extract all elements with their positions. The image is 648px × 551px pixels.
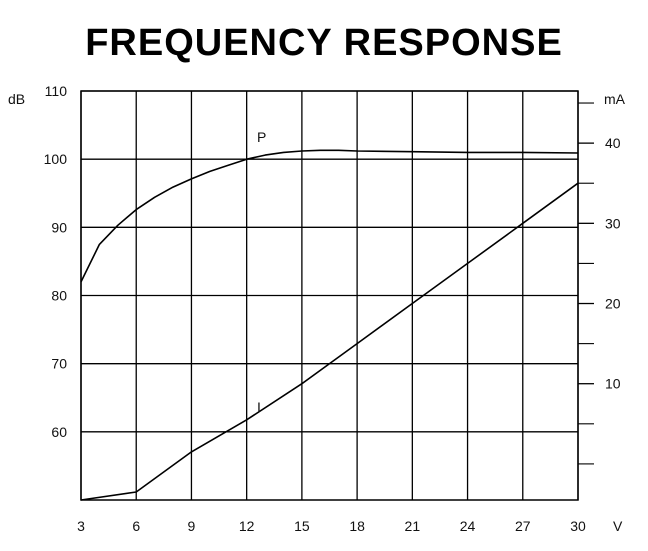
left-axis-ticks: 60 70 80 90 100 110 — [44, 83, 68, 440]
plot-frame — [80, 90, 579, 501]
x-tick-label-15: 15 — [294, 518, 310, 534]
x-axis-ticks: 3 6 9 12 15 18 21 24 27 30 — [77, 518, 586, 534]
series-line-i — [80, 182, 579, 501]
x-tick-label-6: 6 — [132, 518, 140, 534]
x-tick-label-24: 24 — [460, 518, 476, 534]
series-lines — [80, 149, 579, 501]
right-unit-label: mA — [604, 91, 626, 107]
left-tick-label-70: 70 — [51, 356, 67, 372]
right-axis-ticks: 10 20 30 40 — [578, 135, 621, 392]
right-tick-label-30: 30 — [605, 215, 621, 231]
left-tick-label-90: 90 — [51, 219, 67, 235]
series-label-i: I — [257, 399, 261, 415]
left-tick-label-100: 100 — [44, 151, 68, 167]
x-unit-label: V — [613, 518, 623, 534]
right-tick-label-10: 10 — [605, 376, 621, 392]
left-tick-label-80: 80 — [51, 288, 67, 304]
x-tick-label-30: 30 — [570, 518, 586, 534]
left-tick-label-110: 110 — [45, 83, 68, 99]
series-label-p: P — [257, 129, 266, 145]
x-tick-label-27: 27 — [515, 518, 531, 534]
right-axis-minor-ticks — [578, 102, 594, 465]
right-tick-label-40: 40 — [605, 135, 621, 151]
series-line-p — [80, 149, 579, 283]
x-tick-label-3: 3 — [77, 518, 85, 534]
left-tick-label-60: 60 — [51, 424, 67, 440]
right-tick-label-20: 20 — [605, 296, 621, 312]
x-tick-label-9: 9 — [188, 518, 196, 534]
x-tick-label-12: 12 — [239, 518, 255, 534]
x-tick-label-18: 18 — [349, 518, 365, 534]
x-tick-label-21: 21 — [405, 518, 421, 534]
left-unit-label: dB — [8, 91, 25, 107]
chart-title: FREQUENCY RESPONSE — [85, 22, 563, 64]
